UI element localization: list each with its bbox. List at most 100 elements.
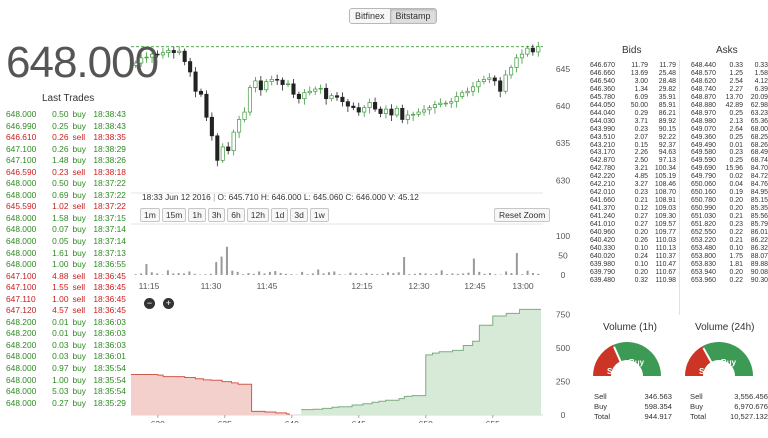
ask-price: 649.360 xyxy=(691,133,716,141)
volume-bar xyxy=(531,273,534,275)
bid-row: 646.540 3.00 28.48 xyxy=(590,78,678,86)
ask-amount: 2.64 xyxy=(729,125,743,133)
trade-amount: 0.25 xyxy=(52,120,69,131)
candle xyxy=(373,102,378,110)
trade-side: buy xyxy=(72,374,86,385)
volume-24h-sell-value: 3,556.456 xyxy=(734,392,768,401)
candle xyxy=(340,96,345,103)
candle xyxy=(351,105,356,108)
candle xyxy=(383,108,388,114)
ask-amount: 2.27 xyxy=(729,85,743,93)
trade-row: 645.590 1.02 sell 18:37:22 xyxy=(6,201,131,213)
zoom-out-icon[interactable]: − xyxy=(144,298,155,309)
range-button-1w[interactable]: 1w xyxy=(309,208,329,222)
bid-amount: 13.69 xyxy=(630,69,648,77)
ask-row: 649.790 0.02 84.72 xyxy=(691,173,768,181)
ask-price: 648.980 xyxy=(691,117,716,125)
bid-row: 643.990 0.23 90.15 xyxy=(590,126,678,134)
ask-amount: 0.21 xyxy=(729,236,743,244)
ask-row: 651.030 0.21 85.56 xyxy=(691,213,768,221)
ask-price: 648.570 xyxy=(691,69,716,77)
candle xyxy=(150,53,155,58)
bid-cumulative: 110.98 xyxy=(655,276,676,284)
volume-bar xyxy=(183,273,185,275)
exchange-button-bitstamp[interactable]: Bitstamp xyxy=(389,9,436,23)
time-tick-label: 13:00 xyxy=(512,281,534,291)
bid-amount: 0.10 xyxy=(634,244,648,252)
ask-amount: 0.04 xyxy=(729,181,743,189)
trade-amount: 0.69 xyxy=(52,189,69,200)
candle xyxy=(405,114,410,120)
trade-price: 646.590 xyxy=(6,166,37,177)
volume-bar xyxy=(268,271,271,275)
ask-row: 649.580 0.23 68.49 xyxy=(691,149,768,157)
volume-24h-sell-label: Sell xyxy=(690,392,703,401)
bid-amount: 2.26 xyxy=(634,149,648,157)
range-button-12h[interactable]: 12h xyxy=(246,208,269,222)
range-button-3d[interactable]: 3d xyxy=(290,208,308,222)
bid-amount: 0.12 xyxy=(634,205,648,213)
ask-amount: 0.22 xyxy=(729,276,743,284)
book-divider xyxy=(679,60,680,315)
volume-bar xyxy=(166,270,169,275)
trade-side: buy xyxy=(72,120,86,131)
range-button-15m[interactable]: 15m xyxy=(161,208,187,222)
trade-amount: 0.03 xyxy=(52,351,69,362)
trade-side: buy xyxy=(72,109,86,119)
volume-bar xyxy=(440,270,443,275)
trade-price: 648.200 xyxy=(6,328,37,339)
range-button-3h[interactable]: 3h xyxy=(207,208,226,222)
range-button-1h[interactable]: 1h xyxy=(188,208,206,222)
candle xyxy=(166,50,171,54)
range-button-1m[interactable]: 1m xyxy=(140,208,160,222)
trade-side: buy xyxy=(72,236,86,247)
gauge-sell-label: Sell xyxy=(607,367,621,376)
last-trades-title: Last Trades xyxy=(42,93,95,104)
bid-cumulative: 108.91 xyxy=(654,197,676,205)
bid-amount: 0.15 xyxy=(634,141,648,149)
ask-cumulative: 68.49 xyxy=(750,149,768,157)
trade-price: 646.990 xyxy=(6,120,37,131)
volume-24h-buy-value: 6,970.676 xyxy=(734,402,768,411)
trade-amount: 0.01 xyxy=(52,328,69,339)
trade-price: 648.000 xyxy=(6,386,37,397)
candle xyxy=(334,95,340,98)
range-button-6h[interactable]: 6h xyxy=(227,208,245,222)
trade-time: 18:37:13 xyxy=(93,247,126,258)
candle xyxy=(133,62,138,66)
exchange-button-bitfinex[interactable]: Bitfinex xyxy=(350,9,390,23)
trade-row: 646.990 0.25 buy 18:38:43 xyxy=(6,121,131,133)
bid-price: 641.240 xyxy=(590,213,615,221)
ask-amount: 0.20 xyxy=(729,268,743,276)
volume-bar xyxy=(360,274,363,275)
ask-row: 653.480 0.10 86.32 xyxy=(691,245,768,253)
ohlc-close: 646.000 xyxy=(355,192,386,202)
zoom-in-icon[interactable]: + xyxy=(163,298,174,309)
trade-row: 648.000 0.27 buy 18:35:29 xyxy=(6,398,131,410)
ask-amount: 0.19 xyxy=(729,189,743,197)
candle xyxy=(503,74,508,92)
bid-row: 640.420 0.26 110.03 xyxy=(590,237,678,245)
volume-bar xyxy=(537,273,540,275)
range-button-1d[interactable]: 1d xyxy=(270,208,289,222)
candle xyxy=(280,79,285,85)
bid-amount: 4.85 xyxy=(634,173,648,181)
candle xyxy=(356,107,361,113)
reset-zoom-button[interactable]: Reset Zoom xyxy=(494,208,551,222)
volume-1h-buy-label: Buy xyxy=(594,402,608,411)
trade-time: 18:38:35 xyxy=(93,132,126,143)
trade-price: 647.100 xyxy=(6,282,37,293)
ohlc-readout: 18:33 Jun 12 2016 | O: 645.710 H: 646.00… xyxy=(142,192,419,202)
candle xyxy=(438,102,443,105)
volume-bar xyxy=(301,271,304,275)
trade-row: 648.000 0.69 buy 18:37:22 xyxy=(6,190,131,202)
candle xyxy=(242,111,247,120)
trade-row: 648.200 0.01 buy 18:36:03 xyxy=(6,328,131,340)
trade-row: 648.000 0.05 buy 18:37:14 xyxy=(6,236,131,248)
trade-price: 648.000 xyxy=(6,109,37,119)
bid-amount: 3.71 xyxy=(634,117,648,125)
depth-tick-label: 500 xyxy=(556,343,570,353)
trade-time: 18:35:54 xyxy=(93,374,126,385)
trade-price: 648.000 xyxy=(6,397,37,408)
